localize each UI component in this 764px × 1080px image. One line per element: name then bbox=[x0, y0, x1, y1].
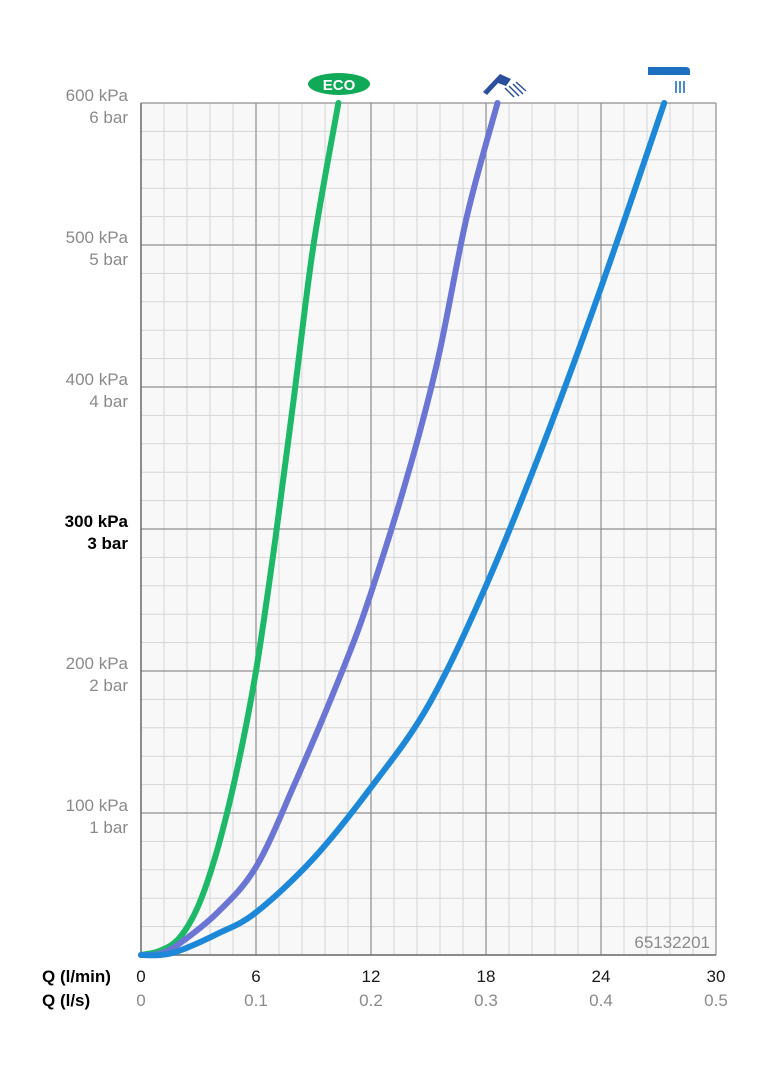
x-axis-label-secondary: Q (l/s) bbox=[42, 991, 90, 1010]
x-tick-label-ls: 0 bbox=[136, 991, 145, 1010]
y-tick-label-bar: 6 bar bbox=[89, 108, 128, 127]
product-code: 65132201 bbox=[634, 933, 710, 952]
x-tick-label-lmin: 18 bbox=[477, 967, 496, 986]
y-tick-label-kpa: 600 kPa bbox=[66, 86, 129, 105]
x-tick-label-lmin: 6 bbox=[251, 967, 260, 986]
x-tick-label-lmin: 30 bbox=[707, 967, 726, 986]
y-axis-ticks: 100 kPa 1 bar 200 kPa 2 bar 300 kPa 3 bar 400 … bbox=[65, 86, 129, 837]
x-axis-label-primary: Q (l/min) bbox=[42, 967, 111, 986]
eco-badge-label: ECO bbox=[323, 77, 356, 94]
y-tick-label-kpa: 100 kPa bbox=[66, 796, 129, 815]
y-tick-label-kpa: 400 kPa bbox=[66, 370, 129, 389]
series-layer bbox=[138, 100, 668, 959]
series-line-0 bbox=[138, 100, 342, 958]
series-line-2 bbox=[138, 100, 668, 959]
hand-shower-icon bbox=[483, 74, 527, 98]
overhead-shower-icon bbox=[648, 67, 690, 93]
y-tick-label-kpa: 500 kPa bbox=[66, 228, 129, 247]
x-tick-label-ls: 0.3 bbox=[474, 991, 498, 1010]
y-tick-label-bar: 3 bar bbox=[87, 534, 128, 553]
x-tick-label-ls: 0.4 bbox=[589, 991, 613, 1010]
x-tick-label-ls: 0.2 bbox=[359, 991, 383, 1010]
x-tick-label-lmin: 24 bbox=[592, 967, 611, 986]
series-line-1 bbox=[138, 100, 501, 958]
y-tick-label-bar: 2 bar bbox=[89, 676, 128, 695]
grid bbox=[140, 102, 717, 956]
x-tick-label-ls: 0.5 bbox=[704, 991, 728, 1010]
y-tick-label-bar: 5 bar bbox=[89, 250, 128, 269]
x-axis-ticks: 0 0 6 0.1 12 0.2 18 0.3 24 0.4 30 0.5 bbox=[136, 967, 728, 1010]
x-tick-label-lmin: 0 bbox=[136, 967, 145, 986]
x-tick-label-lmin: 12 bbox=[362, 967, 381, 986]
eco-badge-icon: ECO bbox=[308, 73, 370, 95]
x-tick-label-ls: 0.1 bbox=[244, 991, 268, 1010]
y-tick-label-kpa: 300 kPa bbox=[65, 512, 129, 531]
y-tick-label-bar: 1 bar bbox=[89, 818, 128, 837]
y-tick-label-kpa: 200 kPa bbox=[66, 654, 129, 673]
y-tick-label-bar: 4 bar bbox=[89, 392, 128, 411]
